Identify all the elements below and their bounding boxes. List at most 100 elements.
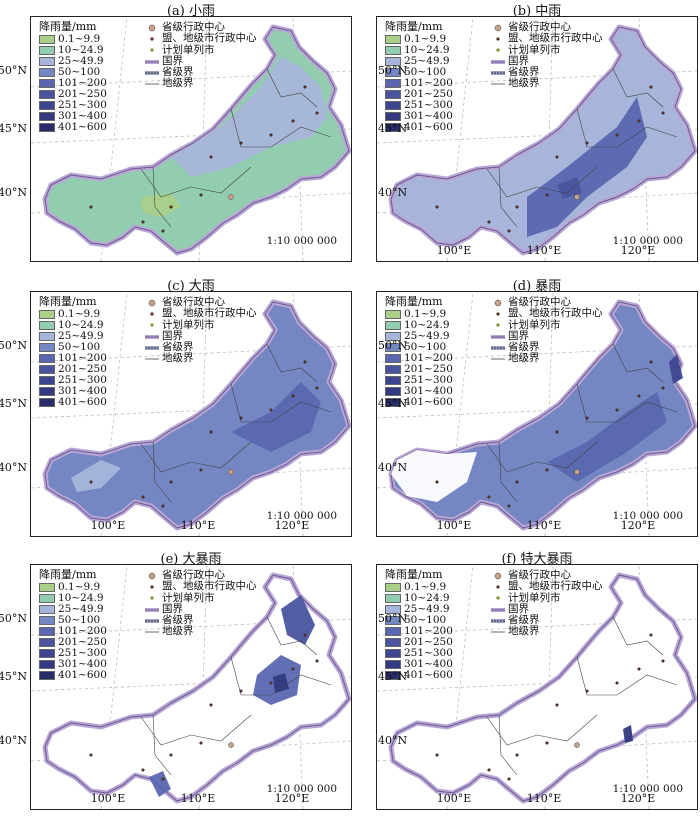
legend-label: 101~200 xyxy=(404,77,453,89)
provincial-border-icon xyxy=(145,616,159,626)
latitude-label: 40°N xyxy=(0,461,27,474)
prefecture-border-icon xyxy=(145,79,159,89)
symbol-item-provincial-center: 省级行政中心 xyxy=(145,21,257,33)
latitude-label: 40°N xyxy=(378,734,408,747)
city-marker xyxy=(315,111,319,115)
provincial-center-icon xyxy=(145,298,159,308)
legend-swatch xyxy=(385,112,401,121)
city-marker xyxy=(209,155,213,159)
legend-item: 401~600 xyxy=(39,122,107,133)
city-marker xyxy=(169,205,173,209)
admin-borders xyxy=(140,343,332,503)
prefecture-border-line xyxy=(498,441,518,503)
provincial-center-marker xyxy=(228,194,234,200)
prefecture-border-line xyxy=(152,441,172,503)
national-border-icon xyxy=(145,605,159,615)
city-marker xyxy=(169,753,173,757)
legend-label: 50~100 xyxy=(404,66,447,78)
legend-swatch xyxy=(385,387,401,396)
panel-title: (e) 大暴雨 xyxy=(160,552,222,567)
legend-swatch xyxy=(385,605,401,614)
city-marker xyxy=(161,504,165,508)
legend-label: 201~250 xyxy=(58,636,107,648)
symbol-legend: 省级行政中心 盟、地级市行政中心 计划单列市 国界 省级界 地级界 xyxy=(145,569,257,638)
legend-label: 10~24.9 xyxy=(404,592,450,604)
latitude-label: 45°N xyxy=(0,670,27,683)
league-city-center-icon xyxy=(145,309,159,319)
symbol-label: 计划单列市 xyxy=(162,318,215,331)
map-frame: 降雨量/mm 0.1~9.9 10~24.9 25~49.9 50~100 101~20… xyxy=(30,291,352,537)
prefecture-border-line xyxy=(266,343,318,383)
scale-label: 1:10 000 000 xyxy=(612,510,683,522)
map-frame: 降雨量/mm 0.1~9.9 10~24.9 25~49.9 50~100 101~20… xyxy=(376,291,698,537)
prefecture-border-line xyxy=(612,343,664,383)
latitude-label: 40°N xyxy=(0,734,27,747)
national-border-line xyxy=(44,26,350,254)
symbol-label: 国界 xyxy=(162,329,183,342)
legend-item: 201~250 xyxy=(385,364,453,375)
city-marker xyxy=(303,633,307,637)
legend-swatch xyxy=(39,343,55,352)
city-marker xyxy=(555,703,559,707)
symbol-item-national-border: 国界 xyxy=(145,329,257,342)
city-points xyxy=(435,360,665,508)
prefecture-border-line xyxy=(498,166,518,228)
city-points xyxy=(89,633,319,781)
panel-title: (f) 特大暴雨 xyxy=(501,552,573,567)
legend-item: 25~49.9 xyxy=(385,604,453,615)
rain-patch xyxy=(281,595,315,645)
city-marker xyxy=(637,394,641,398)
planned-city-icon xyxy=(145,320,159,330)
provincial-border-icon xyxy=(145,343,159,353)
legend-swatch xyxy=(39,649,55,658)
legend-swatch xyxy=(385,638,401,647)
longitude-label: 100°E xyxy=(436,244,472,257)
symbol-item-prefecture-border: 地级界 xyxy=(145,626,257,637)
legend-label: 50~100 xyxy=(58,341,101,353)
legend-label: 50~100 xyxy=(404,341,447,353)
legend-label: 251~300 xyxy=(58,647,107,659)
legend-label: 50~100 xyxy=(404,614,447,626)
admin-borders xyxy=(486,616,678,776)
rain-patch xyxy=(171,57,327,177)
legend-swatch xyxy=(39,671,55,680)
national-border-line xyxy=(44,301,350,529)
rain-patch xyxy=(669,354,683,384)
scale-label: 1:10 000 000 xyxy=(612,235,683,247)
city-marker xyxy=(269,408,273,412)
legend-label: 301~400 xyxy=(404,385,453,397)
legend-label: 201~250 xyxy=(58,363,107,375)
provincial-center-icon xyxy=(145,23,159,33)
legend-label: 401~600 xyxy=(404,121,453,133)
city-marker xyxy=(161,777,165,781)
legend-label: 0.1~9.9 xyxy=(404,581,447,593)
city-marker xyxy=(239,689,243,693)
legend-item: 251~300 xyxy=(385,648,453,659)
legend-swatch xyxy=(385,616,401,625)
city-marker xyxy=(555,430,559,434)
legend-item: 0.1~9.9 xyxy=(39,582,107,593)
symbol-item-planned-city: 计划单列市 xyxy=(491,592,603,604)
admin-borders xyxy=(140,616,332,776)
legend-item: 0.1~9.9 xyxy=(39,309,107,320)
symbol-item-provincial-center: 省级行政中心 xyxy=(491,569,603,581)
legend-label: 201~250 xyxy=(58,88,107,100)
legend-swatch xyxy=(39,660,55,669)
city-marker xyxy=(199,468,203,472)
legend-item: 25~49.9 xyxy=(39,604,107,615)
rain-legend: 降雨量/mm 0.1~9.9 10~24.9 25~49.9 50~100 101~20… xyxy=(385,296,453,408)
legend-label: 10~24.9 xyxy=(58,592,104,604)
legend-label: 50~100 xyxy=(58,66,101,78)
longitude-label: 120°E xyxy=(274,519,310,532)
longitude-label: 110°E xyxy=(526,519,562,532)
city-marker xyxy=(545,468,549,472)
city-points xyxy=(89,360,319,508)
symbol-item-national-border: 国界 xyxy=(491,330,603,342)
legend-label: 0.1~9.9 xyxy=(404,33,447,45)
symbol-label: 省级行政中心 xyxy=(508,296,571,308)
longitude-label: 120°E xyxy=(620,244,656,257)
map-canvas xyxy=(377,565,697,809)
legend-label: 201~250 xyxy=(404,363,453,375)
longitude-label: 100°E xyxy=(436,792,472,805)
legend-item: 101~200 xyxy=(385,78,453,89)
